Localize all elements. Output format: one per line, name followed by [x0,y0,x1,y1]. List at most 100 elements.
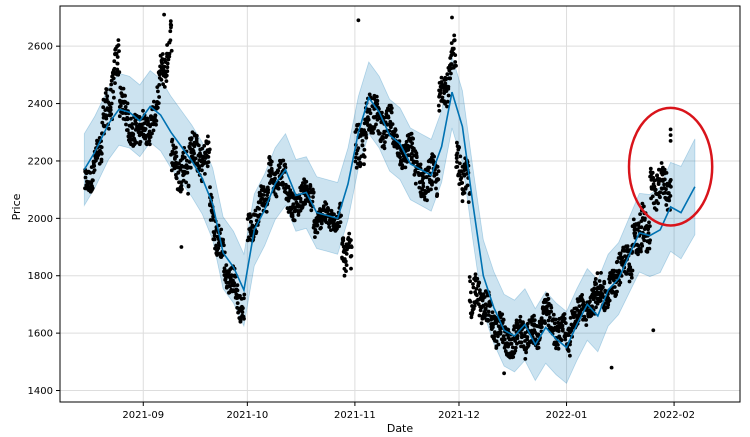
observed-point [529,339,533,343]
observed-point [117,70,122,75]
observed-point [606,302,611,307]
observed-point [643,216,647,221]
observed-point [235,283,240,288]
observed-point [632,227,637,232]
observed-point [513,345,518,350]
observed-point [645,250,650,254]
observed-point [164,79,169,83]
observed-point [156,101,161,105]
observed-point [524,350,528,355]
observed-point [83,175,88,180]
observed-point [395,134,399,139]
observed-point [469,315,474,320]
observed-point [478,308,483,313]
x-axis-title: Date [387,422,414,435]
observed-point [136,130,141,135]
observed-point [235,288,240,293]
observed-point [242,296,246,301]
observed-point [510,345,515,350]
observed-point [273,176,277,181]
observed-point [667,191,671,195]
observed-point [116,43,121,47]
observed-point [170,137,175,142]
observed-point [344,263,349,267]
observed-point [354,127,359,132]
observed-point [167,51,172,56]
observed-point [432,154,436,159]
observed-point [123,93,127,98]
observed-point [563,321,568,325]
observed-point [261,193,266,197]
observed-point [427,165,432,170]
observed-point [111,89,115,94]
observed-point [304,184,309,189]
observed-point [614,292,618,297]
observed-point [212,237,217,242]
observed-point [152,99,156,104]
observed-point [368,111,373,116]
observed-point [290,214,295,219]
observed-point [398,155,402,160]
observed-point [347,231,352,236]
observed-point [647,246,652,251]
observed-point [501,340,505,345]
observed-point [364,132,368,137]
observed-point [321,208,325,213]
observed-point [111,68,116,72]
observed-point [658,195,662,200]
observed-point [323,217,328,222]
observed-point [541,305,545,310]
observed-point [474,287,479,291]
observed-point [362,162,366,167]
observed-point [545,292,550,297]
observed-point [232,283,237,288]
observed-point [182,155,187,160]
y-tick-label: 1600 [28,329,53,340]
observed-point [267,155,272,159]
observed-point [491,325,495,330]
observed-point [445,104,449,109]
y-tick-label: 2600 [28,42,53,53]
observed-point [451,46,456,51]
observed-point [131,132,136,137]
observed-point [117,114,122,119]
observed-point [189,136,194,141]
observed-point [436,169,441,174]
observed-point [509,341,514,346]
observed-point [240,310,245,314]
observed-point [161,82,166,87]
observed-point [421,181,426,186]
observed-point [581,300,586,304]
observed-point [134,140,139,145]
observed-point [362,155,367,159]
observed-point [332,212,336,217]
observed-point [475,276,480,281]
observed-point [194,136,199,141]
observed-point [168,38,173,43]
x-tick-label: 2021-10 [226,410,268,421]
observed-point [552,321,557,326]
observed-point [216,246,221,251]
observed-point [486,319,490,323]
observed-point [200,146,205,151]
observed-point [668,178,673,182]
observed-point [393,128,398,133]
observed-point [418,162,423,167]
observed-point [458,154,463,159]
observed-point [618,280,623,285]
observed-point [465,183,470,188]
observed-point [584,318,588,322]
observed-point [569,328,574,333]
observed-point [311,195,315,199]
observed-point [125,117,130,122]
observed-point [107,126,111,131]
observed-point [118,103,123,108]
observed-point [132,136,137,141]
x-axis-ticks: 2021-09 2021-10 2021-11 2021-12 2022-01 2022-… [122,402,695,421]
observed-point [460,199,465,204]
observed-point [636,243,641,248]
observed-point [164,73,169,78]
observed-point [384,133,389,138]
observed-point [655,173,659,178]
observed-point [168,19,173,24]
